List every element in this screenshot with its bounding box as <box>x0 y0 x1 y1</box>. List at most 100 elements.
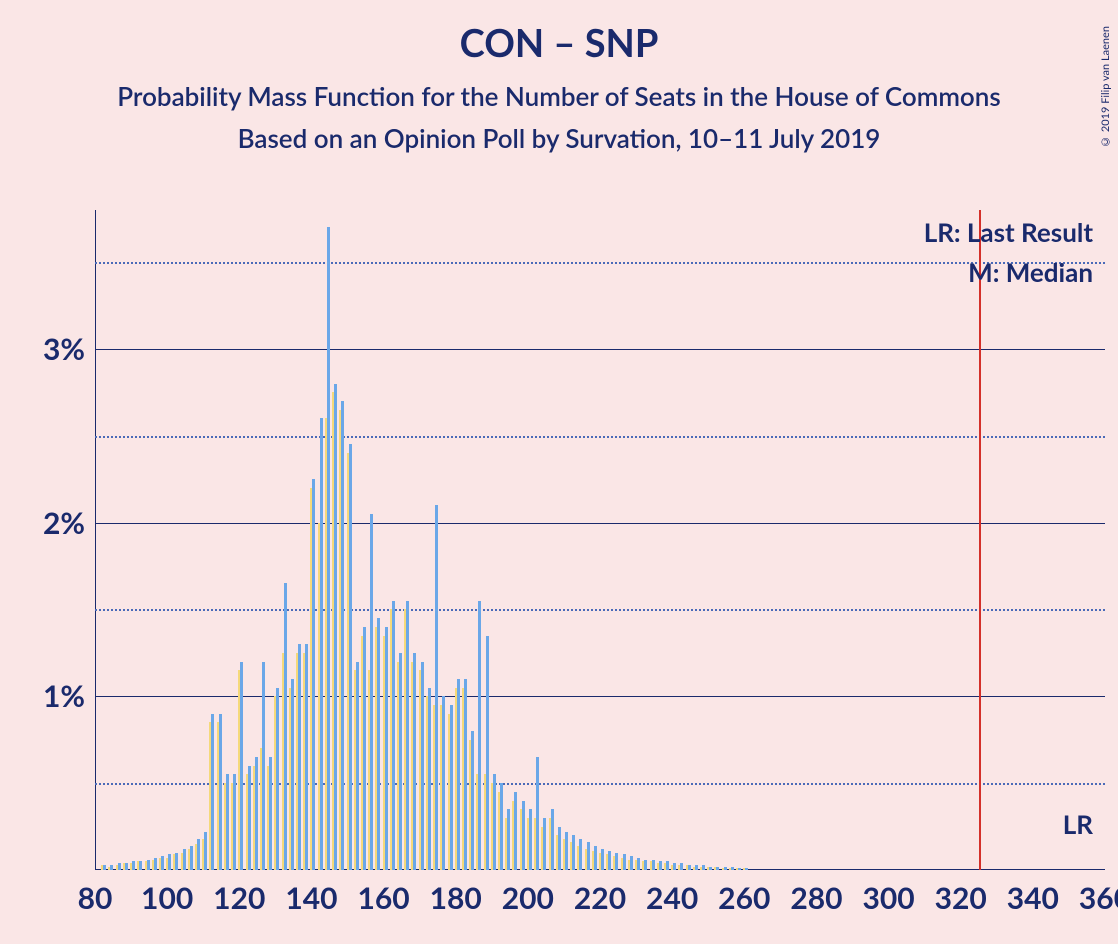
bar-primary <box>154 858 157 870</box>
legend-m: M: Median <box>968 256 1093 288</box>
bar-primary <box>745 868 748 870</box>
bar-primary <box>637 858 640 870</box>
gridline-minor <box>95 609 1105 611</box>
bar-primary <box>428 688 431 870</box>
bar-primary <box>305 644 308 870</box>
bar-primary <box>623 854 626 870</box>
x-tick-label: 320 <box>935 880 987 916</box>
bar-primary <box>478 601 481 870</box>
bar-primary <box>197 839 200 870</box>
bar-primary <box>666 861 669 870</box>
chart-subtitle-2: Based on an Opinion Poll by Survation, 1… <box>0 122 1118 154</box>
bar-primary <box>240 662 243 870</box>
x-tick-label: 200 <box>502 880 554 916</box>
bar-primary <box>630 856 633 870</box>
bar-primary <box>276 688 279 870</box>
bar-primary <box>175 853 178 870</box>
x-tick-label: 240 <box>646 880 698 916</box>
y-tick-label: 1% <box>43 678 85 714</box>
bar-primary <box>125 863 128 870</box>
bar-primary <box>334 384 337 870</box>
bar-primary <box>529 809 532 870</box>
bar-primary <box>731 867 734 870</box>
bar-primary <box>450 705 453 870</box>
bar-primary <box>406 601 409 870</box>
bar-primary <box>738 868 741 870</box>
y-tick-label: 2% <box>43 505 85 541</box>
bar-primary <box>168 854 171 870</box>
bar-primary <box>493 774 496 870</box>
chart-plot-area: LR: Last Result M: Median LR 1%2%3% 8010… <box>95 210 1105 870</box>
bar-primary <box>298 644 301 870</box>
bar-primary <box>500 783 503 870</box>
bar-primary <box>543 818 546 870</box>
x-tick-label: 220 <box>574 880 626 916</box>
bar-primary <box>536 757 539 870</box>
bar-primary <box>284 583 287 870</box>
bar-primary <box>413 653 416 870</box>
bar-primary <box>615 853 618 870</box>
x-tick-label: 280 <box>790 880 842 916</box>
bar-primary <box>262 662 265 870</box>
bar-primary <box>118 863 121 870</box>
bar-primary <box>204 832 207 870</box>
bar-primary <box>673 863 676 870</box>
gridline-major <box>95 696 1105 697</box>
x-tick-label: 360 <box>1079 880 1118 916</box>
bar-primary <box>680 863 683 870</box>
bar-primary <box>514 792 517 870</box>
bar-primary <box>320 418 323 870</box>
bar-primary <box>269 757 272 870</box>
bar-primary <box>435 505 438 870</box>
bar-primary <box>608 851 611 870</box>
bar-primary <box>190 846 193 870</box>
x-tick-label: 120 <box>213 880 265 916</box>
bar-primary <box>659 861 662 870</box>
x-tick-label: 260 <box>718 880 770 916</box>
x-tick-label: 140 <box>285 880 337 916</box>
gridline-minor <box>95 436 1105 438</box>
bar-primary <box>688 865 691 870</box>
bar-primary <box>349 444 352 870</box>
bar-primary <box>211 714 214 870</box>
bar-primary <box>139 861 142 870</box>
bar-primary <box>442 696 445 870</box>
bar-primary <box>572 835 575 870</box>
bar-primary <box>226 774 229 870</box>
bar-primary <box>486 636 489 870</box>
bar-primary <box>579 839 582 870</box>
bar-primary <box>644 860 647 870</box>
bar-primary <box>587 842 590 870</box>
bar-primary <box>695 865 698 870</box>
bar-primary <box>377 618 380 870</box>
y-axis-line <box>95 210 96 870</box>
bar-primary <box>716 867 719 870</box>
bar-primary <box>601 849 604 870</box>
bar-primary <box>457 679 460 870</box>
bar-primary <box>356 662 359 870</box>
bar-primary <box>522 801 525 870</box>
bar-primary <box>551 809 554 870</box>
bar-primary <box>147 860 150 870</box>
x-tick-label: 80 <box>78 880 113 916</box>
chart-subtitle-1: Probability Mass Function for the Number… <box>0 80 1118 112</box>
chart-title: CON – SNP <box>0 20 1118 66</box>
gridline-major <box>95 349 1105 350</box>
bar-primary <box>341 401 344 870</box>
bar-primary <box>312 479 315 870</box>
bar-primary <box>565 832 568 870</box>
bar-primary <box>255 757 258 870</box>
x-tick-label: 340 <box>1007 880 1059 916</box>
bar-primary <box>291 679 294 870</box>
gridline-major <box>95 523 1105 524</box>
bar-primary <box>507 809 510 870</box>
bar-primary <box>233 774 236 870</box>
last-result-line <box>979 210 981 870</box>
bar-primary <box>219 714 222 870</box>
x-tick-label: 160 <box>357 880 409 916</box>
y-tick-label: 3% <box>43 331 85 367</box>
legend-lr-short: LR <box>1063 808 1093 840</box>
bar-primary <box>110 865 113 870</box>
x-tick-label: 180 <box>430 880 482 916</box>
gridline-minor <box>95 262 1105 264</box>
